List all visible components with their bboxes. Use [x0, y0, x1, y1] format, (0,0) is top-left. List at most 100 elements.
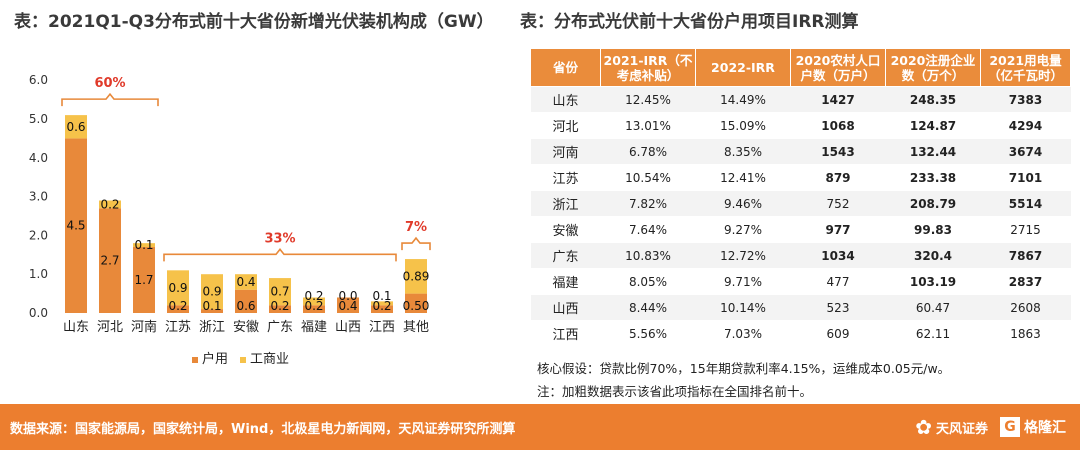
cell-registered-firms: 320.4 — [885, 242, 981, 269]
cell-registered-firms: 124.87 — [885, 112, 981, 139]
header-province: 省份 — [530, 48, 601, 87]
header-rural-households: 2020农村人口户数（万户） — [790, 48, 886, 87]
cell-irr-2022: 10.14% — [695, 294, 791, 321]
cell-province: 山东 — [530, 86, 601, 113]
cell-power-consumption: 1863 — [980, 320, 1071, 346]
x-tick-label: 福建 — [301, 320, 327, 335]
cell-irr-2021: 7.64% — [600, 216, 696, 243]
cell-province: 江西 — [530, 320, 601, 346]
cell-irr-2021: 8.05% — [600, 268, 696, 295]
cell-power-consumption: 7383 — [980, 86, 1071, 113]
cell-irr-2021: 5.56% — [600, 320, 696, 346]
cell-irr-2022: 8.35% — [695, 138, 791, 165]
bar-commercial — [269, 278, 291, 306]
data-label-household: 4.5 — [66, 219, 85, 233]
y-tick-label: 6.0 — [29, 73, 48, 87]
assumption-note: 核心假设：贷款比例70%，15年期贷款利率4.15%，运维成本0.05元/w。 — [537, 361, 951, 376]
cell-irr-2022: 12.41% — [695, 164, 791, 191]
cell-irr-2022: 14.49% — [695, 86, 791, 113]
cell-irr-2021: 10.54% — [600, 164, 696, 191]
table-row: 江苏 10.54% 12.41% 879 233.38 7101 — [530, 164, 1071, 191]
bar-commercial — [235, 274, 257, 290]
x-tick-label: 其他 — [403, 320, 429, 335]
table-row: 山西 8.44% 10.14% 523 60.47 2608 — [530, 294, 1071, 321]
x-tick-label: 山西 — [335, 320, 361, 335]
bar-household — [405, 293, 427, 313]
data-label-commercial: 0.2 — [304, 289, 323, 303]
data-label-commercial: 0.4 — [236, 275, 255, 289]
cell-rural-households: 609 — [790, 320, 886, 346]
cell-province: 广东 — [530, 242, 601, 269]
bar-commercial — [303, 297, 325, 306]
irr-table: 省份 2021-IRR（不考虑补贴） 2022-IRR 2020农村人口户数（万… — [530, 48, 1071, 346]
cell-registered-firms: 103.19 — [885, 268, 981, 295]
y-tick-label: 5.0 — [29, 112, 48, 126]
header-irr-2022: 2022-IRR — [695, 48, 791, 87]
data-label-household: 0.1 — [202, 299, 221, 313]
data-label-commercial: 0.9 — [202, 285, 221, 299]
y-tick-label: 3.0 — [29, 190, 48, 204]
data-label-commercial: 0.6 — [66, 120, 85, 134]
data-label-commercial: 0.2 — [100, 197, 119, 211]
cell-registered-firms: 233.38 — [885, 164, 981, 191]
brand-logos: ✿ 天风证券 G 格隆汇 — [915, 412, 1066, 442]
bar-household — [303, 305, 325, 313]
x-tick-label: 安徽 — [233, 320, 259, 335]
cell-power-consumption: 2608 — [980, 294, 1071, 321]
cell-province: 江苏 — [530, 164, 601, 191]
bar-household — [201, 309, 223, 313]
data-label-commercial: 0.89 — [403, 269, 430, 283]
cell-registered-firms: 62.11 — [885, 320, 981, 346]
data-label-household: 0.2 — [372, 299, 391, 313]
cell-irr-2022: 15.09% — [695, 112, 791, 139]
bar-commercial — [133, 243, 155, 248]
cell-rural-households: 1034 — [790, 242, 886, 269]
y-tick-label: 1.0 — [29, 267, 48, 281]
annotation-brace — [401, 236, 431, 251]
bar-household — [99, 208, 121, 313]
x-tick-label: 广东 — [267, 320, 293, 335]
table-row: 江西 5.56% 7.03% 609 62.11 1863 — [530, 320, 1071, 346]
bar-household — [133, 247, 155, 313]
legend-swatch-commercial — [240, 357, 246, 363]
cell-rural-households: 752 — [790, 190, 886, 217]
cell-irr-2021: 10.83% — [600, 242, 696, 269]
cell-irr-2021: 6.78% — [600, 138, 696, 165]
cell-province: 山西 — [530, 294, 601, 321]
table-row: 广东 10.83% 12.72% 1034 320.4 7867 — [530, 242, 1071, 269]
cell-irr-2022: 9.46% — [695, 190, 791, 217]
cell-registered-firms: 132.44 — [885, 138, 981, 165]
cell-rural-households: 1068 — [790, 112, 886, 139]
cell-registered-firms: 208.79 — [885, 190, 981, 217]
annotation-brace — [163, 248, 397, 262]
bar-commercial — [405, 259, 427, 294]
cell-irr-2022: 9.27% — [695, 216, 791, 243]
cell-rural-households: 477 — [790, 268, 886, 295]
cell-irr-2021: 12.45% — [600, 86, 696, 113]
legend-swatch-household — [192, 357, 198, 363]
table-row: 河南 6.78% 8.35% 1543 132.44 3674 — [530, 138, 1071, 165]
cell-irr-2022: 7.03% — [695, 320, 791, 346]
data-label-household: 0.4 — [338, 299, 357, 313]
cell-province: 安徽 — [530, 216, 601, 243]
x-tick-label: 山东 — [63, 320, 89, 335]
table-row: 山东 12.45% 14.49% 1427 248.35 7383 — [530, 86, 1071, 113]
bold-note: 注：加粗数据表示该省此项指标在全国排名前十。 — [537, 384, 813, 399]
cell-irr-2021: 7.82% — [600, 190, 696, 217]
brand-name-tianfeng: 天风证券 — [935, 421, 988, 437]
bar-commercial — [201, 274, 223, 310]
bar-commercial — [167, 270, 189, 306]
footer-bar: 数据来源：国家能源局，国家统计局，Wind，北极星电力新闻网，天风证券研究所测算… — [0, 404, 1080, 450]
cell-power-consumption: 7867 — [980, 242, 1071, 269]
cell-province: 河北 — [530, 112, 601, 139]
cell-irr-2021: 13.01% — [600, 112, 696, 139]
table-row: 福建 8.05% 9.71% 477 103.19 2837 — [530, 268, 1071, 295]
data-label-commercial: 0.1 — [372, 289, 391, 303]
data-label-household: 2.7 — [100, 254, 119, 268]
flower-logo-icon: ✿ — [915, 415, 932, 439]
bar-household — [337, 297, 359, 313]
cell-irr-2022: 9.71% — [695, 268, 791, 295]
y-tick-label: 0.0 — [29, 306, 48, 320]
g-square-logo-icon: G — [1000, 417, 1020, 437]
annotation-brace — [61, 92, 159, 107]
